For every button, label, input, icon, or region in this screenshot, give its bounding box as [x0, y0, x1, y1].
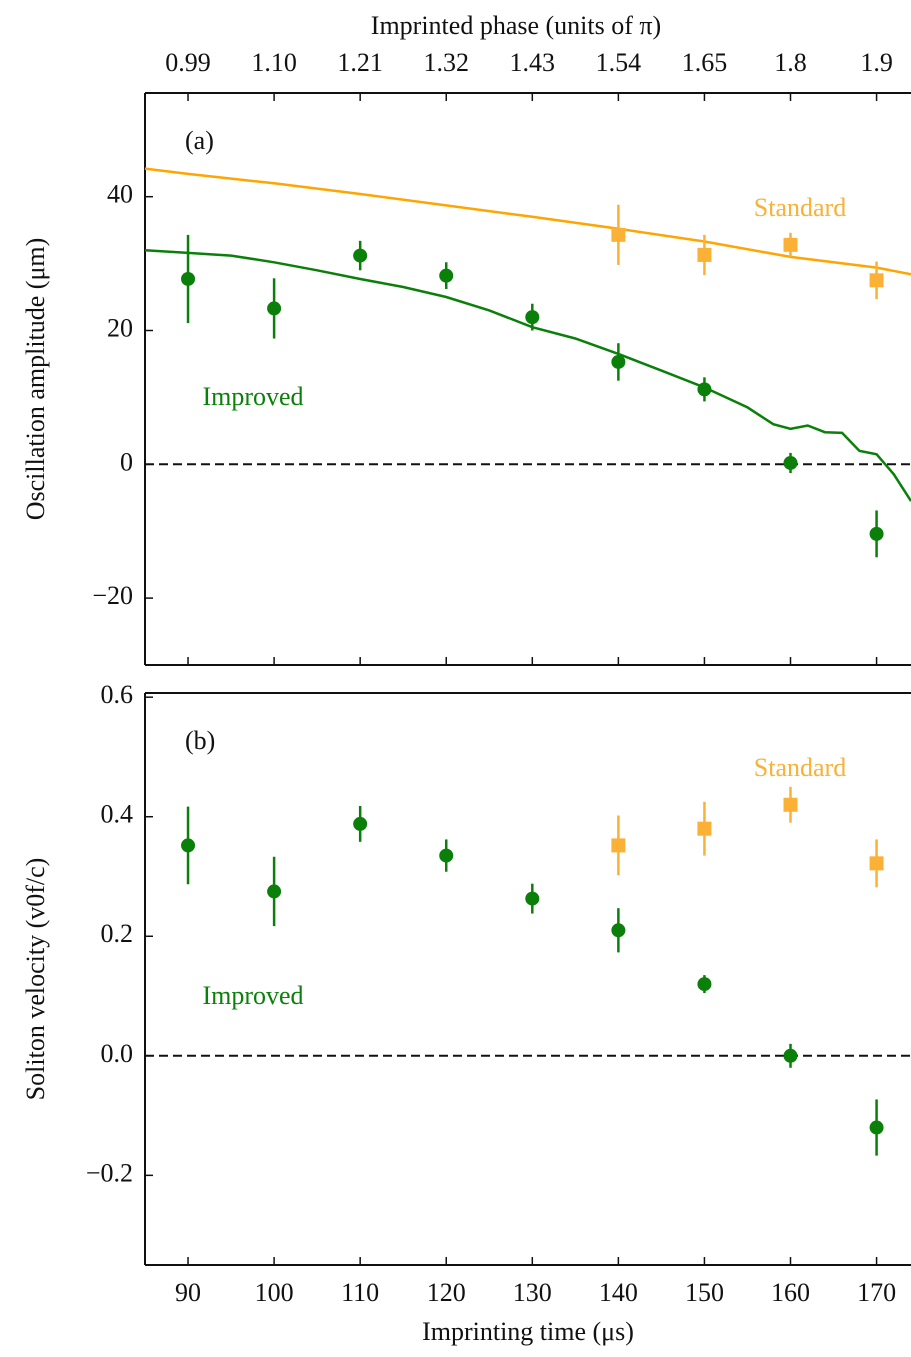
top-tick-label: 1.9: [860, 48, 893, 77]
data-point: [525, 891, 540, 906]
data-point: [353, 816, 368, 831]
data-point: [181, 271, 196, 286]
data-point: [181, 838, 196, 853]
top-tick-label: 1.10: [251, 48, 297, 77]
x-axis-title: Imprinting time (μs): [422, 1317, 634, 1346]
x-tick-label: 90: [175, 1278, 201, 1307]
data-point: [697, 382, 712, 397]
data-point: [783, 1048, 798, 1063]
series-label: Standard: [754, 753, 846, 782]
top-tick-label: 1.43: [510, 48, 556, 77]
top-tick-label: 1.65: [682, 48, 728, 77]
y-tick-label: 0.2: [101, 919, 134, 948]
series-label: Improved: [202, 981, 303, 1010]
series-label: Improved: [202, 382, 303, 411]
y-tick-label: 40: [107, 180, 133, 209]
data-point: [611, 838, 626, 853]
y-tick-label: −0.2: [86, 1158, 133, 1187]
y-tick-label: −20: [92, 581, 133, 610]
x-tick-label: 110: [341, 1278, 379, 1307]
model-curve: [144, 248, 911, 502]
x-tick-label: 120: [427, 1278, 466, 1307]
x-tick-label: 160: [771, 1278, 810, 1307]
y-axis-title: Soliton velocity (v0f/c): [21, 858, 50, 1101]
data-point: [783, 797, 798, 812]
y-axis-title: Oscillation amplitude (μm): [21, 238, 50, 521]
x-tick-label: 130: [513, 1278, 552, 1307]
data-point: [611, 227, 626, 242]
top-tick-label: 0.99: [165, 48, 211, 77]
top-axis-title: Imprinted phase (units of π): [371, 11, 661, 40]
top-tick-label: 1.32: [423, 48, 469, 77]
data-point: [697, 821, 712, 836]
data-point: [525, 310, 540, 325]
x-tick-label: 150: [685, 1278, 724, 1307]
data-point: [697, 977, 712, 992]
x-tick-label: 100: [255, 1278, 294, 1307]
top-tick-label: 1.54: [596, 48, 642, 77]
data-point: [611, 354, 626, 369]
top-tick-label: 1.21: [337, 48, 383, 77]
y-tick-label: 0.6: [101, 680, 134, 709]
data-point: [439, 268, 454, 283]
data-point: [353, 248, 368, 263]
data-point: [439, 848, 454, 863]
x-tick-label: 140: [599, 1278, 638, 1307]
panel-label: (b): [185, 726, 215, 755]
y-tick-label: 0.4: [101, 800, 134, 829]
data-point: [267, 884, 282, 899]
data-point: [869, 1120, 884, 1135]
data-point: [783, 237, 798, 252]
data-point: [869, 856, 884, 871]
y-tick-label: 0.0: [101, 1039, 134, 1068]
x-tick-label: 170: [857, 1278, 896, 1307]
data-point: [697, 247, 712, 262]
y-tick-label: 20: [107, 313, 133, 342]
top-tick-label: 1.8: [774, 48, 807, 77]
data-point: [611, 923, 626, 938]
data-point: [783, 455, 798, 470]
data-point: [869, 273, 884, 288]
data-point: [869, 526, 884, 541]
panel-label: (a): [185, 126, 214, 155]
y-tick-label: 0: [120, 447, 133, 476]
model-curve: [144, 167, 911, 276]
data-point: [267, 301, 282, 316]
series-label: Standard: [754, 193, 846, 222]
